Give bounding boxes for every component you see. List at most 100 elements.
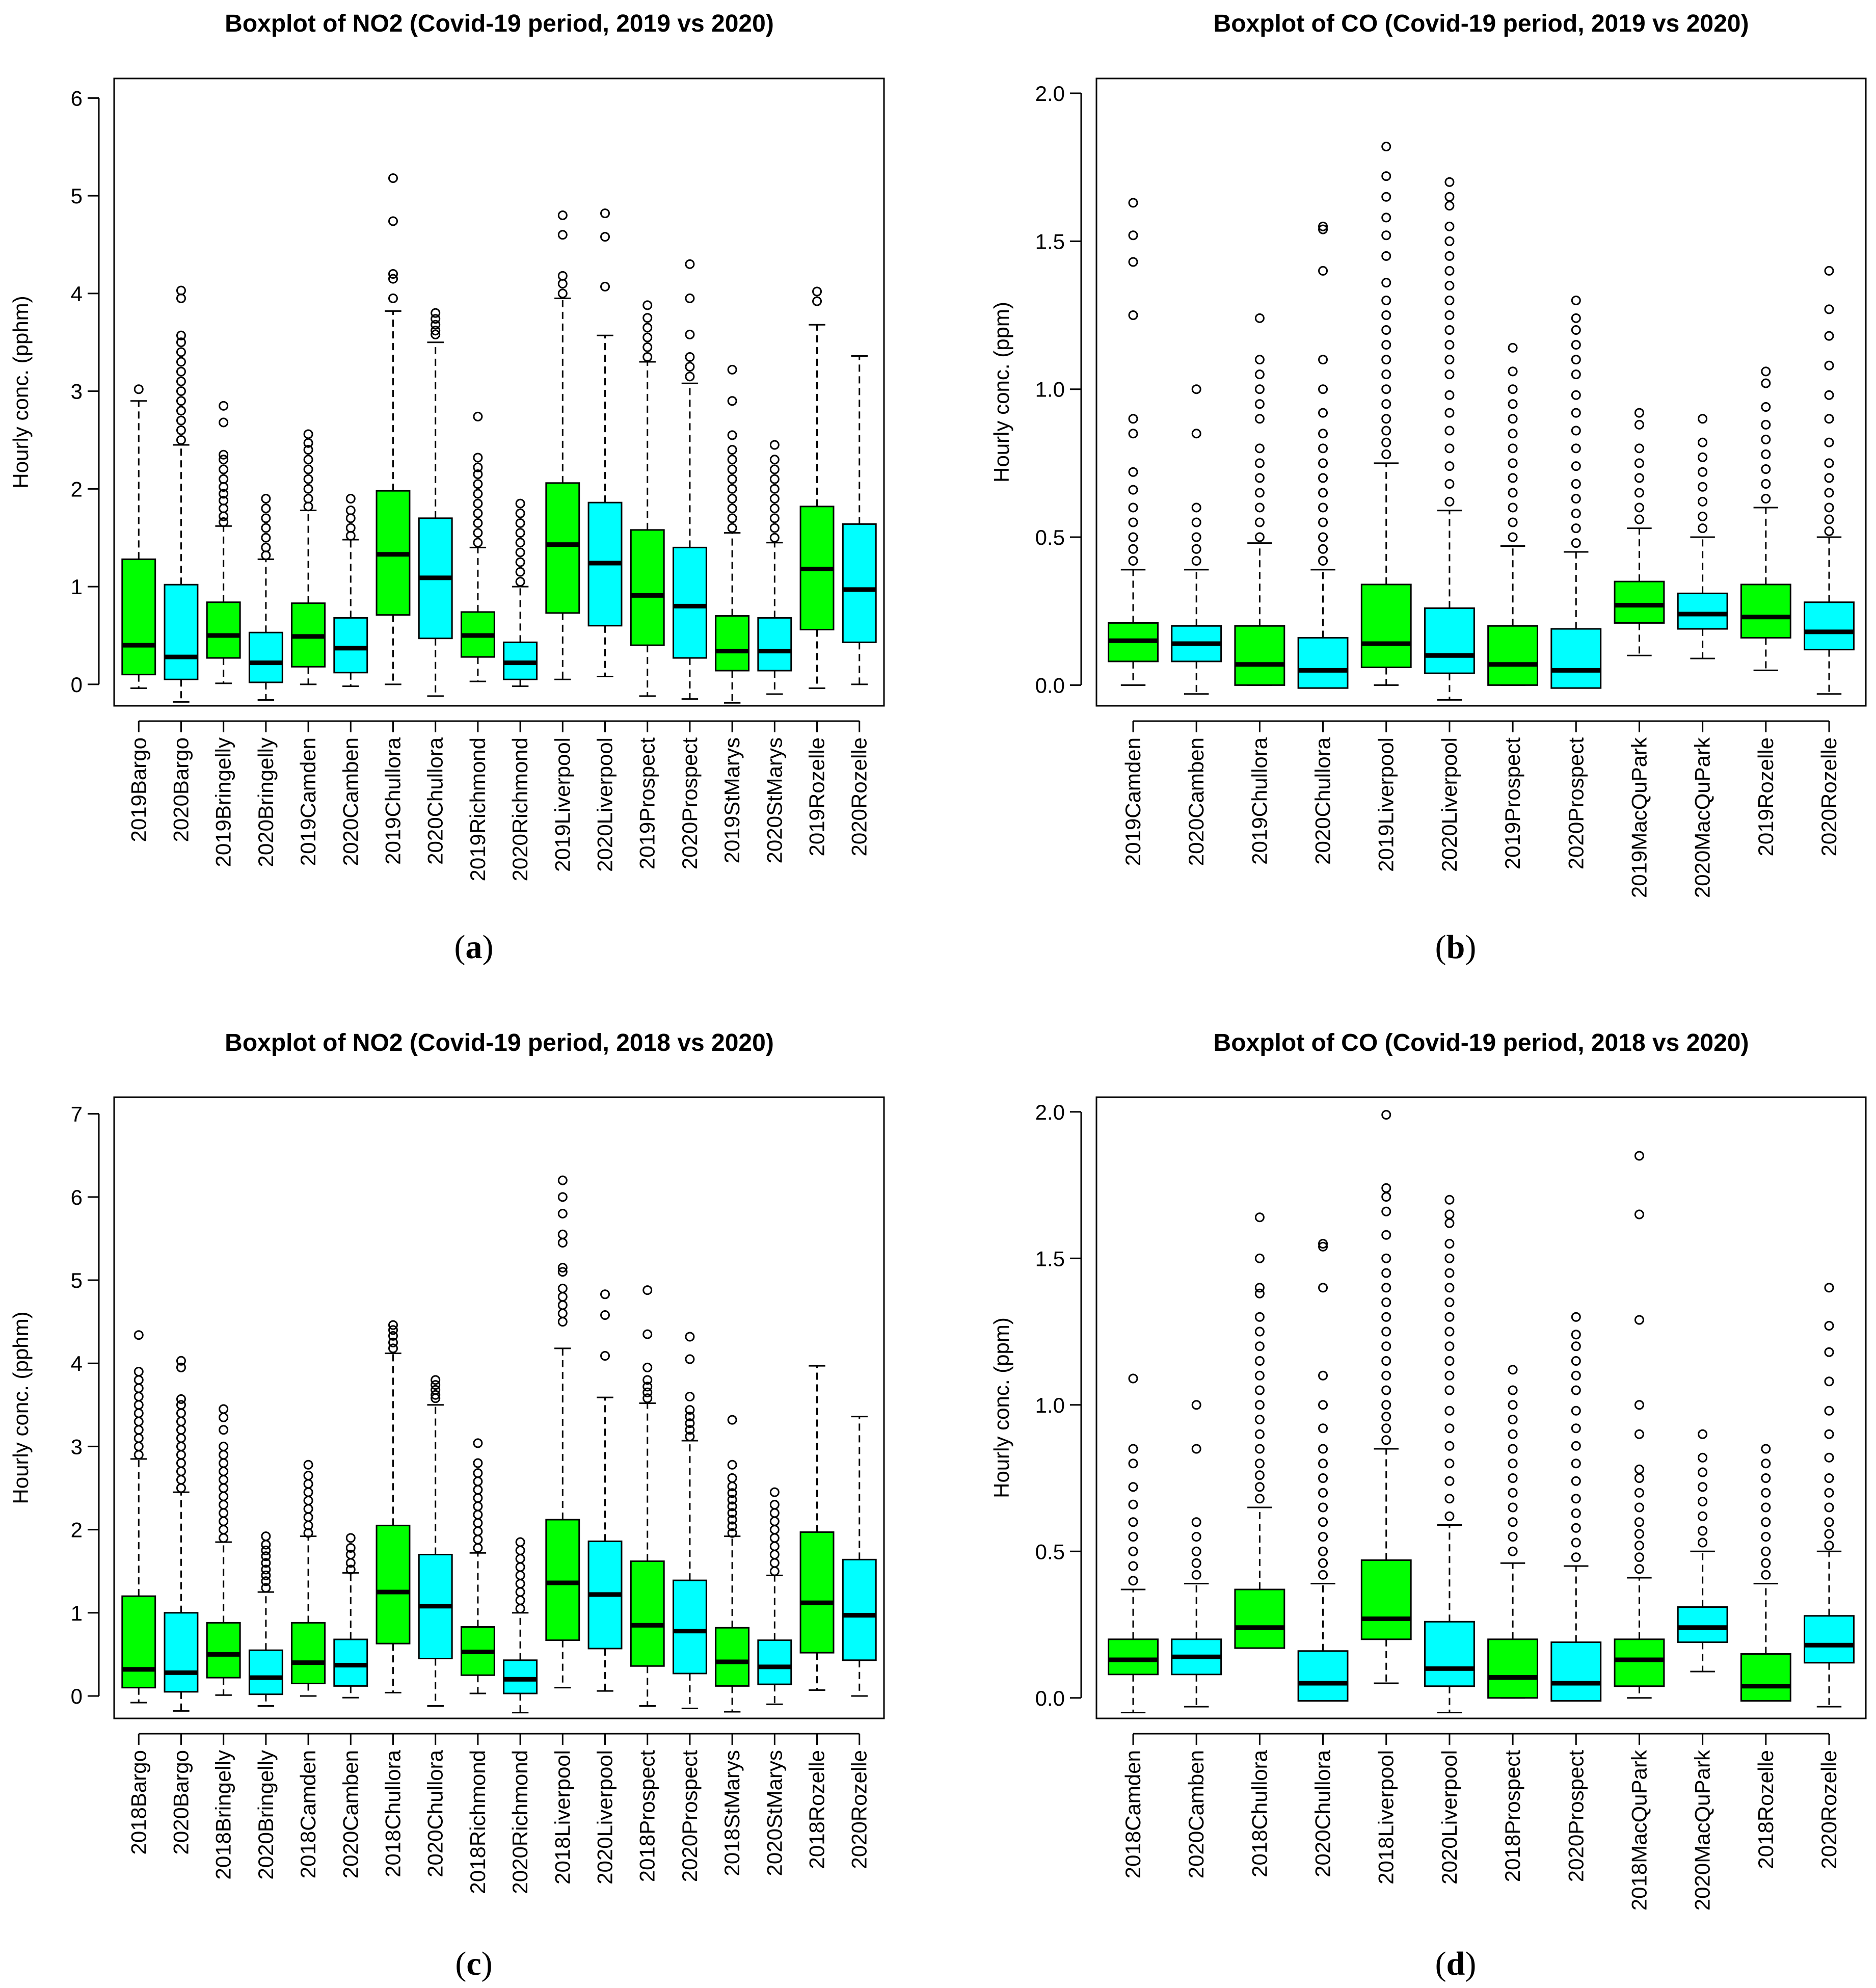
outlier-point: [473, 528, 483, 538]
outlier-point: [1254, 458, 1265, 468]
box-iqr: [1804, 601, 1855, 651]
outlier-point: [1381, 1206, 1391, 1216]
outlier-point: [1318, 1502, 1328, 1513]
outlier-point: [1698, 1467, 1708, 1477]
box-iqr: [757, 617, 792, 672]
outlier-point: [345, 506, 356, 516]
outlier-point: [1508, 366, 1518, 377]
outlier-point: [303, 1504, 313, 1514]
outlier-point: [388, 1331, 398, 1341]
outlier-point: [1381, 369, 1391, 380]
outlier-point: [345, 513, 356, 523]
box-2020Liverpool: [587, 208, 623, 677]
outlier-point: [1698, 1538, 1708, 1548]
y-tick-label: 4: [71, 1351, 83, 1375]
outlier-point: [473, 1493, 483, 1503]
box-2020Prospect: [672, 1332, 707, 1709]
outlier-point: [1444, 177, 1455, 187]
box-2020Camben: [333, 494, 368, 687]
outlier-point: [600, 208, 610, 219]
box-2020Richmond: [503, 1537, 538, 1714]
outlier-point: [515, 538, 525, 548]
outlier-point: [1191, 1517, 1201, 1527]
x-tick-label: 2018Bargo: [126, 1750, 150, 1855]
x-tick-label: 2020Chullora: [1311, 1750, 1335, 1877]
outlier-point: [219, 511, 229, 521]
outlier-point: [176, 1475, 186, 1485]
outlier-point: [176, 293, 186, 303]
outlier-point: [557, 1175, 568, 1185]
outlier-point: [133, 1391, 144, 1401]
y-tick-label: 2: [71, 477, 83, 501]
outlier-point: [1254, 1212, 1265, 1223]
outlier-point: [515, 1604, 525, 1614]
outlier-point: [1634, 408, 1644, 418]
outlier-point: [1381, 1230, 1391, 1240]
x-tick-label: 2018Prospect: [635, 1750, 659, 1883]
outlier-point: [133, 1408, 144, 1418]
outlier-point: [685, 1332, 695, 1342]
outlier-point: [1318, 1241, 1328, 1252]
outlier-point: [1381, 1423, 1391, 1434]
outlier-point: [1444, 496, 1455, 507]
x-tick-label: 2019Bringelly: [211, 737, 235, 867]
y-tick-label: 4: [71, 282, 83, 306]
outlier-point: [473, 1485, 483, 1495]
outlier-point: [1824, 1541, 1834, 1551]
box-iqr: [291, 1622, 326, 1684]
x-tick-label: 2019Bargo: [126, 737, 150, 842]
box-2020Rozelle: [842, 355, 877, 685]
x-tick-label: 2020Liverpool: [593, 1750, 617, 1885]
outlier-point: [1254, 532, 1265, 542]
outlier-point: [769, 1550, 780, 1560]
outlier-point: [388, 216, 398, 226]
outlier-point: [557, 1263, 568, 1273]
panel-caption: (d): [1435, 1945, 1477, 1982]
outlier-point: [1381, 426, 1391, 436]
box-2020Camben: [1171, 1400, 1222, 1708]
box-iqr: [121, 558, 156, 676]
outlier-point: [642, 1375, 653, 1385]
outlier-point: [1824, 414, 1834, 424]
outlier-point: [642, 323, 653, 333]
outlier-point: [1761, 1570, 1771, 1580]
box-iqr: [757, 1639, 792, 1685]
outlier-point: [1824, 1429, 1834, 1439]
outlier-point: [1318, 1444, 1328, 1454]
outlier-point: [1191, 555, 1201, 566]
outlier-point: [176, 1441, 186, 1451]
y-tick-label: 0.0: [1035, 673, 1065, 697]
x-tick-label: 2020Chullora: [423, 1750, 447, 1877]
outlier-point: [1381, 325, 1391, 335]
outlier-point: [685, 1354, 695, 1364]
outlier-point: [1128, 1444, 1138, 1454]
outlier-point: [1444, 1341, 1455, 1351]
box-2020Prospect: [1550, 295, 1602, 689]
outlier-point: [727, 445, 737, 455]
outlier-point: [1381, 230, 1391, 241]
y-axis-label: Hourly conc. (pphm): [9, 296, 33, 488]
outlier-point: [1381, 251, 1391, 261]
outlier-point: [1508, 1429, 1518, 1439]
y-tick-label: 1.5: [1035, 1247, 1065, 1270]
box-iqr: [799, 1531, 835, 1654]
outlier-point: [1571, 369, 1581, 380]
outlier-point: [1571, 1552, 1581, 1562]
x-tick-label: 2018Liverpool: [550, 1750, 574, 1885]
x-tick-label: 2019Chullora: [381, 737, 405, 864]
plot-frame: [1095, 1096, 1867, 1719]
y-tick-label: 3: [71, 1435, 83, 1459]
outlier-point: [600, 1289, 610, 1300]
box-iqr: [842, 1558, 877, 1661]
outlier-point: [1761, 1517, 1771, 1527]
outlier-point: [219, 464, 229, 474]
outlier-point: [1254, 1370, 1265, 1381]
x-tick-label: 2018Chullora: [381, 1750, 405, 1877]
outlier-point: [176, 1425, 186, 1435]
x-tick-label: 2020Rozelle: [847, 737, 871, 857]
box-iqr: [545, 482, 580, 614]
outlier-point: [1444, 266, 1455, 276]
outlier-point: [1508, 1365, 1518, 1375]
outlier-point: [1634, 1209, 1644, 1220]
y-tick-label: 0: [71, 673, 83, 697]
